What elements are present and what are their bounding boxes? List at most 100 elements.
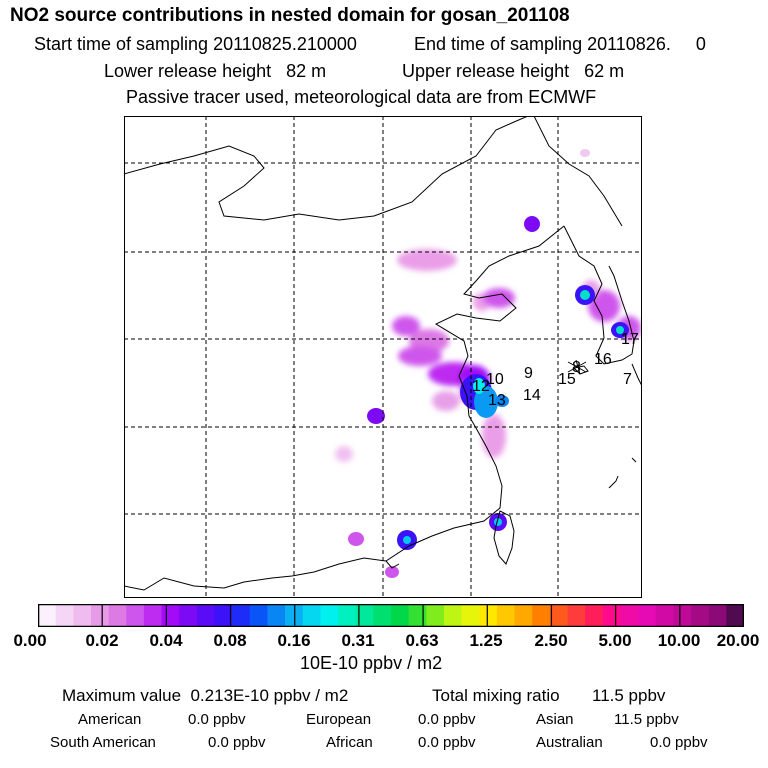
colorbar-swatch <box>461 604 480 627</box>
colorbar <box>38 604 744 627</box>
map-frame <box>124 116 642 598</box>
tracer-note: Passive tracer used, meteorological data… <box>126 87 597 107</box>
colorbar-tick-label: 0.63 <box>405 631 439 650</box>
plume-patch <box>483 288 515 308</box>
plume-patch <box>392 316 420 336</box>
colorbar-tick-label: 0.16 <box>277 631 311 650</box>
colorbar-swatch <box>126 604 145 627</box>
colorbar-swatch <box>655 604 674 627</box>
colorbar-swatch <box>267 604 286 627</box>
upper-height-label: Upper release height 62 m <box>402 61 625 81</box>
colorbar-swatch <box>602 604 622 627</box>
island-coastline <box>631 457 637 463</box>
hotspot-core <box>494 518 502 526</box>
colorbar-swatch <box>143 604 163 627</box>
receptor-label-15: 15 <box>558 371 576 388</box>
plume-patch <box>398 346 442 366</box>
colorbar-swatch <box>479 604 498 627</box>
lower-height-label: Lower release height 82 m <box>104 61 327 81</box>
receptor-labels: 9 10 12 13 14 8 15 16 17 7 <box>472 331 639 409</box>
taiwan-coastline <box>493 510 515 565</box>
border-line <box>533 116 623 227</box>
plume-patch <box>385 566 399 578</box>
plume-core <box>495 395 509 407</box>
end-time-label: End time of sampling 20110826. 0 <box>414 34 706 54</box>
colorbar-swatch <box>338 604 357 627</box>
colorbar-swatch <box>302 604 321 627</box>
colorbar-swatch <box>232 604 251 627</box>
colorbar-tick-label: 20.00 <box>716 631 760 650</box>
island-coastline <box>385 560 400 569</box>
source-value-australian: 0.0 ppbv <box>650 734 708 751</box>
plume-patch <box>482 414 506 458</box>
colorbar-tick-label: 1.25 <box>469 631 503 650</box>
colorbar-swatch <box>567 604 586 627</box>
plume-patch <box>432 391 460 411</box>
plume-patch <box>335 446 353 462</box>
colorbar-swatch <box>355 604 374 627</box>
colorbar-swatch <box>638 604 657 627</box>
receptor-label-14: 14 <box>523 387 541 404</box>
map-grid <box>124 116 642 598</box>
colorbar-tick-label: 0.08 <box>213 631 247 650</box>
chart-title: NO2 source contributions in nested domai… <box>10 5 570 26</box>
japan-coastline <box>631 363 642 387</box>
colorbar-swatch <box>408 604 427 627</box>
receptor-label-13: 13 <box>488 392 506 409</box>
hotspot <box>367 408 385 424</box>
plume-core <box>474 386 498 418</box>
map-panel: 9 10 12 13 14 8 15 16 17 7 <box>124 116 642 598</box>
colorbar-swatch <box>108 604 127 627</box>
colorbar-swatch <box>708 604 727 627</box>
colorbar-tick-label: 2.50 <box>534 631 568 650</box>
colorbar-frame <box>38 604 744 627</box>
source-value-asian: 11.5 ppbv <box>614 711 679 728</box>
colorbar-tick-label: 0.02 <box>85 631 119 650</box>
max-value-label: Maximum value 0.213E-10 ppbv / m2 <box>62 686 349 705</box>
hotspot-core <box>616 326 624 334</box>
korea-coastline <box>563 225 635 365</box>
colorbar-tick-label: 0.00 <box>13 631 47 650</box>
jeju-coastline <box>572 365 589 375</box>
colorbar-swatch <box>426 604 445 627</box>
receptor-marker <box>567 359 587 375</box>
hotspot-core <box>403 536 411 544</box>
receptor-label-17: 17 <box>621 331 639 348</box>
colorbar-swatch <box>55 604 74 627</box>
source-name-south-american: South American <box>50 734 156 751</box>
colorbar-swatch <box>691 604 710 627</box>
colorbar-swatch <box>443 604 463 627</box>
source-name-european: European <box>306 711 372 728</box>
colorbar-tick-label: 0.04 <box>149 631 183 650</box>
source-name-american: American <box>78 711 142 728</box>
colorbar-swatch <box>585 604 604 627</box>
plume-patch <box>397 249 457 271</box>
colorbar-units: 10E-10 ppbv / m2 <box>300 653 443 673</box>
receptor-label-8: 8 <box>572 359 581 376</box>
plume-patch <box>580 149 590 157</box>
colorbar-tick-label: 0.31 <box>341 631 375 650</box>
colorbar-swatch <box>549 604 569 627</box>
colorbar-swatch <box>391 604 410 627</box>
colorbar-swatch <box>373 604 392 627</box>
source-value-south-american: 0.0 ppbv <box>208 734 266 751</box>
total-mixing-value: 11.5 ppbv <box>592 686 666 705</box>
island-coastline <box>608 475 619 489</box>
china-coastline <box>124 225 565 591</box>
receptor-label-10: 10 <box>486 371 504 388</box>
start-time-label: Start time of sampling 20110825.210000 <box>34 34 357 54</box>
source-value-american: 0.0 ppbv <box>188 711 246 728</box>
colorbar-swatch <box>214 604 233 627</box>
colorbar-swatch <box>73 604 92 627</box>
plume-core <box>473 378 485 394</box>
colorbar-tick-label: 10.00 <box>657 631 701 650</box>
colorbar-tick-label: 5.00 <box>598 631 632 650</box>
receptor-label-7: 7 <box>623 371 632 388</box>
colorbar-swatch <box>196 604 216 627</box>
colorbar-swatch <box>249 604 269 627</box>
source-name-asian: Asian <box>536 711 574 728</box>
colorbar-swatch <box>514 604 533 627</box>
colorbar-swatch <box>90 604 110 627</box>
plume-patch <box>348 532 364 546</box>
plume-patch <box>588 290 620 322</box>
